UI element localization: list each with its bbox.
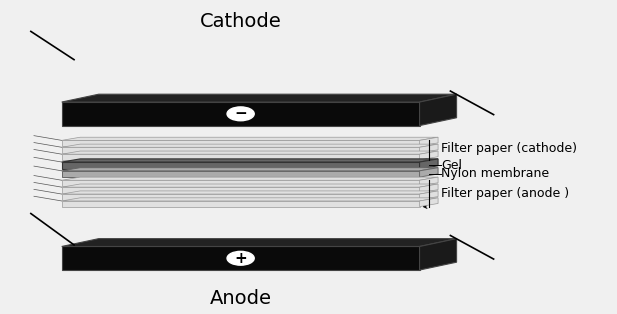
Polygon shape: [62, 147, 420, 153]
Text: Filter paper (cathode): Filter paper (cathode): [441, 142, 577, 155]
Polygon shape: [420, 198, 438, 207]
Text: +: +: [234, 251, 247, 266]
Polygon shape: [62, 144, 438, 147]
Polygon shape: [62, 168, 438, 171]
Polygon shape: [62, 171, 420, 177]
Polygon shape: [62, 198, 438, 201]
Polygon shape: [420, 177, 438, 186]
Polygon shape: [420, 239, 457, 270]
Polygon shape: [62, 102, 420, 126]
Polygon shape: [62, 184, 438, 187]
Polygon shape: [62, 177, 438, 180]
Text: −: −: [234, 106, 247, 121]
Polygon shape: [62, 239, 457, 246]
Text: Cathode: Cathode: [200, 13, 281, 31]
Polygon shape: [62, 94, 457, 102]
Polygon shape: [62, 201, 420, 207]
Polygon shape: [62, 140, 420, 146]
Polygon shape: [62, 162, 420, 169]
Polygon shape: [62, 151, 438, 154]
Text: Anode: Anode: [210, 289, 271, 308]
Polygon shape: [62, 191, 438, 194]
Polygon shape: [420, 144, 438, 153]
Polygon shape: [62, 159, 438, 162]
Circle shape: [227, 107, 254, 121]
Polygon shape: [420, 159, 438, 169]
Polygon shape: [420, 137, 438, 146]
Polygon shape: [420, 168, 438, 177]
Text: Filter paper (anode ): Filter paper (anode ): [441, 187, 569, 200]
Polygon shape: [62, 194, 420, 200]
Text: Nylon membrane: Nylon membrane: [441, 167, 549, 181]
Polygon shape: [62, 137, 438, 140]
Circle shape: [227, 251, 254, 265]
Polygon shape: [62, 187, 420, 193]
Polygon shape: [420, 191, 438, 200]
Polygon shape: [420, 151, 438, 160]
Text: Gel: Gel: [441, 159, 462, 172]
Polygon shape: [420, 184, 438, 193]
Polygon shape: [62, 154, 420, 160]
Polygon shape: [420, 94, 457, 126]
Polygon shape: [62, 246, 420, 270]
Polygon shape: [62, 180, 420, 186]
